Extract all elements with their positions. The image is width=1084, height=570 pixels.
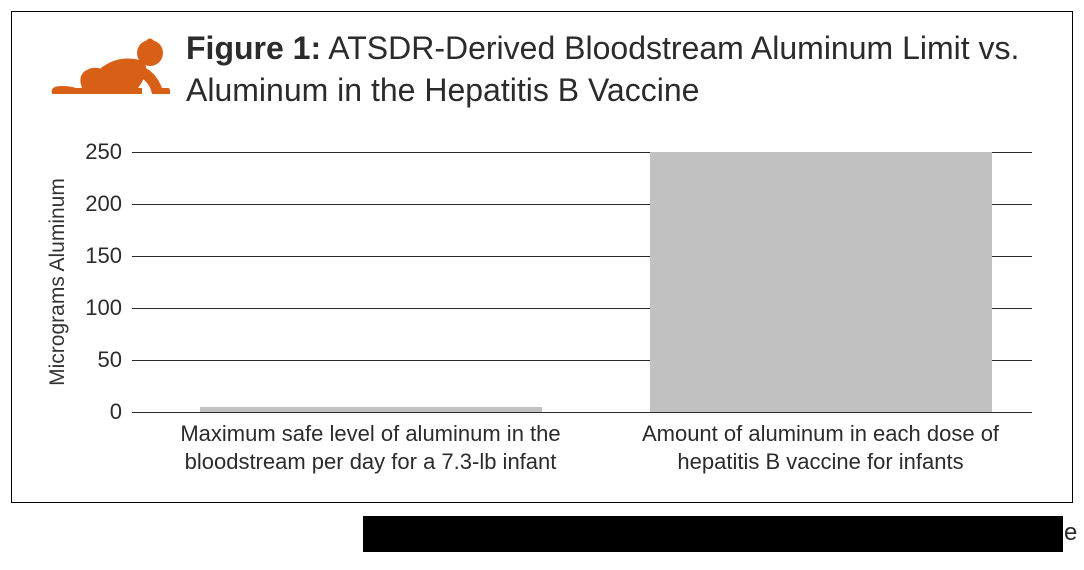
x-category-label: Maximum safe level of aluminum in the bl… bbox=[168, 420, 573, 475]
bar bbox=[200, 407, 542, 412]
caption-tail-fragment: e bbox=[1064, 519, 1077, 547]
figure-title: Figure 1: ATSDR-Derived Bloodstream Alum… bbox=[186, 22, 1056, 111]
y-tick-label: 150 bbox=[62, 243, 122, 269]
y-tick-label: 50 bbox=[62, 347, 122, 373]
x-category-label: Amount of aluminum in each dose of hepat… bbox=[618, 420, 1023, 475]
y-tick-label: 0 bbox=[62, 399, 122, 425]
gridline bbox=[132, 412, 1032, 413]
plot-area: 050100150200250Maximum safe level of alu… bbox=[132, 152, 1032, 412]
bar bbox=[650, 152, 992, 412]
header-icon-cell bbox=[36, 22, 186, 98]
figure-title-prefix: Figure 1: bbox=[186, 30, 321, 66]
figure-container: Figure 1: ATSDR-Derived Bloodstream Alum… bbox=[11, 11, 1073, 503]
y-tick-label: 250 bbox=[62, 139, 122, 165]
caption-redaction-bar bbox=[363, 516, 1063, 552]
baby-crawling-icon bbox=[46, 38, 176, 98]
y-tick-label: 100 bbox=[62, 295, 122, 321]
chart-region: Micrograms Aluminum 050100150200250Maxim… bbox=[52, 142, 1042, 482]
y-tick-label: 200 bbox=[62, 191, 122, 217]
figure-header: Figure 1: ATSDR-Derived Bloodstream Alum… bbox=[36, 22, 1056, 111]
